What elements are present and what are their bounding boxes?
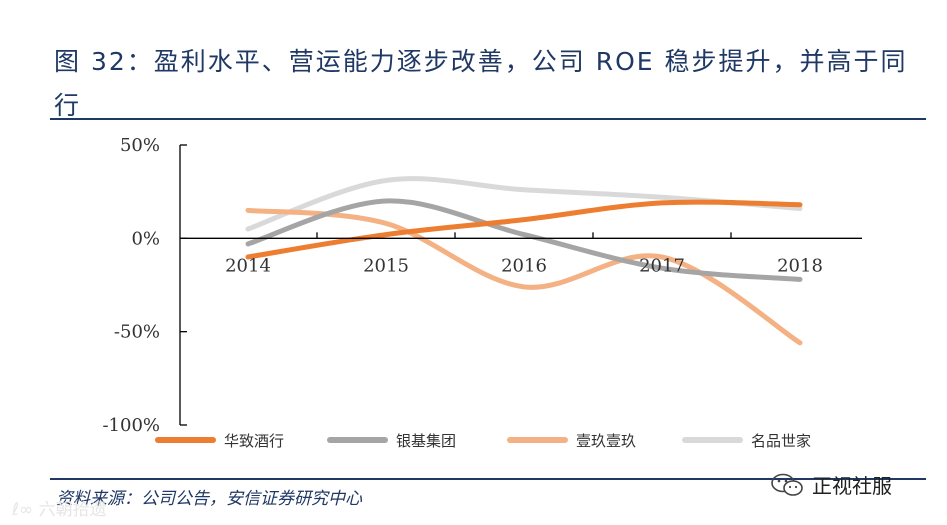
x-tick-label-4: 2017 <box>639 255 685 276</box>
legend-label-4: 名品世家 <box>751 432 811 450</box>
figure-title: 图 32：盈利水平、营运能力逐步改善，公司 ROE 稳步提升，并高于同行 <box>54 47 908 120</box>
y-tick-labels: 50% 0% -50% -100% <box>102 135 160 436</box>
series-line-2 <box>245 198 803 282</box>
watermark-left: ℓ∞ 六朝拾遗 <box>12 500 107 520</box>
title-divider <box>50 118 926 120</box>
x-tick-label-2: 2015 <box>363 255 409 276</box>
series-line-3 <box>245 207 803 346</box>
source-note: 资料来源：公司公告，安信证券研究中心 <box>56 489 362 509</box>
legend-entry-3: 壹玖壹玖 <box>507 432 636 450</box>
legend-entry-1: 华致酒行 <box>155 432 284 450</box>
y-tick-label-3: -50% <box>114 322 160 343</box>
watermark-right-text: 正视社服 <box>812 474 892 498</box>
x-tick-label-5: 2018 <box>777 255 823 276</box>
x-tick-labels: 2014 2015 2016 2017 2018 <box>225 255 823 276</box>
legend: 华致酒行 银基集团 壹玖壹玖 名品世家 <box>155 432 811 450</box>
x-tick-label-3: 2016 <box>501 255 547 276</box>
y-tick-label-2: 0% <box>131 228 160 249</box>
wechat-icon <box>771 473 803 496</box>
legend-label-1: 华致酒行 <box>224 432 284 450</box>
watermark-right: 正视社服 <box>770 470 892 499</box>
legend-entry-2: 银基集团 <box>327 432 456 450</box>
source-divider <box>50 478 926 480</box>
axes <box>179 144 862 426</box>
series-lines <box>245 176 803 346</box>
y-tick-label-4: -100% <box>102 415 160 436</box>
legend-label-2: 银基集团 <box>396 432 456 450</box>
y-tick-label-1: 50% <box>120 135 160 156</box>
legend-label-3: 壹玖壹玖 <box>576 432 636 450</box>
legend-entry-4: 名品世家 <box>682 432 811 450</box>
x-tick-label-1: 2014 <box>225 255 271 276</box>
roe-line-chart: 50% 0% -50% -100% 2014 2015 2016 2017 2018 华致酒行… <box>102 135 862 450</box>
